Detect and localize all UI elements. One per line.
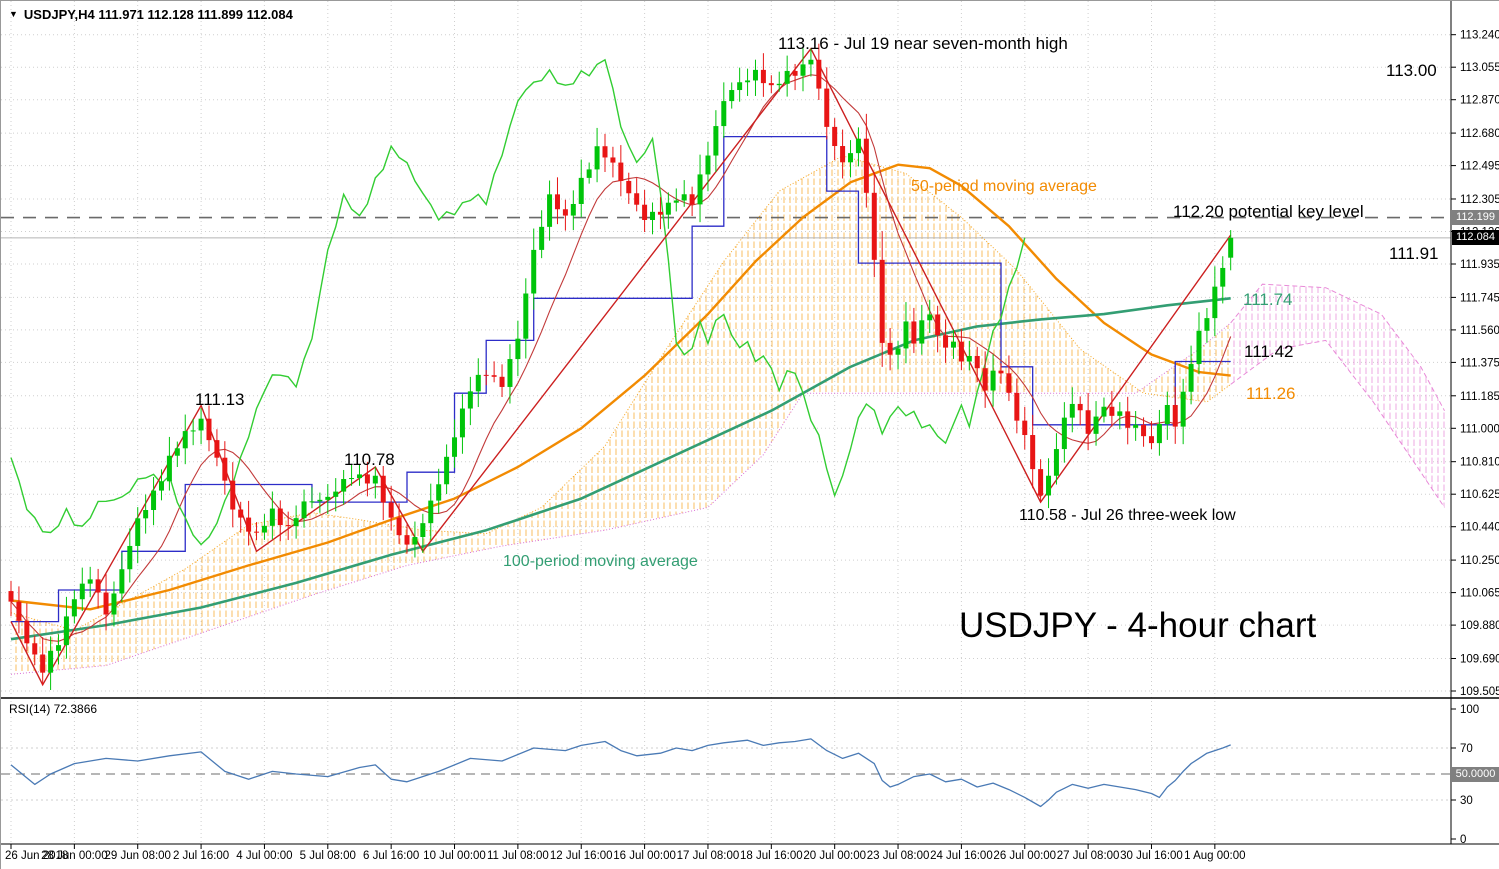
time-tick-label: 23 Jul 08:00 [867, 850, 930, 862]
time-tick-label: 16 Jul 00:00 [613, 850, 676, 862]
time-tick-label: 6 Jul 16:00 [363, 850, 419, 862]
price-tick-label: 112.680 [1460, 128, 1499, 140]
annotation-level-111-91: 111.91 [1389, 244, 1439, 263]
price-tick-label: 111.000 [1460, 423, 1499, 435]
annotation-ma50: 50-period moving average [911, 178, 1097, 195]
price-tick-label: 112.305 [1460, 194, 1499, 206]
annotation-ma50-value: 111.26 [1246, 384, 1296, 403]
rsi-indicator-label: RSI(14) 72.3866 [9, 702, 98, 716]
time-tick-label: 5 Jul 08:00 [300, 850, 356, 862]
annotation-level-111-42: 111.42 [1244, 342, 1294, 361]
candles [8, 43, 1234, 690]
time-tick-label: 26 Jun 2018 [5, 850, 68, 862]
annotation-three-week-low: 110.58 - Jul 26 three-week low [1019, 507, 1236, 524]
time-tick-label: 2 Jul 16:00 [173, 850, 229, 862]
rsi-tick-label: 0 [1460, 834, 1466, 846]
time-tick-label: 17 Jul 08:00 [677, 850, 740, 862]
time-tick-label: 29 Jun 08:00 [104, 850, 171, 862]
annotation-ma100-value: 111.74 [1243, 290, 1293, 309]
annotation-swing-111-13: 111.13 [195, 390, 245, 409]
price-tick-label: 113.055 [1460, 62, 1499, 74]
annotation-swing-110-78: 110.78 [344, 450, 395, 469]
price-tick-label: 110.065 [1460, 588, 1499, 600]
price-tick-label: 112.495 [1460, 161, 1499, 173]
time-tick-label: 4 Jul 00:00 [236, 850, 292, 862]
rsi-badge-mid: 50.0000 [1452, 766, 1499, 782]
price-tick-label: 111.935 [1460, 259, 1499, 271]
price-tick-label: 110.810 [1460, 457, 1499, 469]
chart-title: USDJPY - 4-hour chart [959, 606, 1317, 645]
annotation-level-113: 113.00 [1386, 61, 1437, 80]
rsi-tick-label: 100 [1460, 704, 1479, 716]
time-tick-label: 27 Jul 08:00 [1057, 850, 1120, 862]
rsi-tick-label: 70 [1460, 743, 1473, 755]
price-tick-label: 113.240 [1460, 30, 1499, 42]
symbol-ohlc-text: USDJPY,H4 111.971 112.128 111.899 112.08… [23, 7, 293, 22]
price-tick-label: 110.440 [1460, 522, 1499, 534]
down-arrow-icon: ⇩ [1034, 484, 1047, 501]
time-tick-label: 20 Jul 00:00 [803, 850, 866, 862]
time-tick-label: 12 Jul 16:00 [550, 850, 613, 862]
symbol-header[interactable]: ▼ USDJPY,H4 111.971 112.128 111.899 112.0… [9, 7, 293, 22]
time-tick-label: 26 Jul 00:00 [993, 850, 1056, 862]
time-tick-label: 18 Jul 16:00 [740, 850, 803, 862]
price-tick-label: 109.505 [1460, 686, 1499, 698]
time-tick-label: 11 Jul 08:00 [487, 850, 549, 862]
annotation-ma100: 100-period moving average [503, 553, 698, 570]
chevron-down-icon[interactable]: ▼ [9, 9, 18, 19]
price-tick-label: 110.250 [1460, 555, 1499, 567]
price-tick-label: 111.560 [1460, 325, 1499, 337]
price-tick-label: 111.375 [1460, 357, 1499, 369]
price-tick-label: 111.185 [1460, 391, 1499, 403]
time-tick-label: 28 Jun 00:00 [41, 850, 108, 862]
price-badge-current: 112.084 [1452, 230, 1499, 246]
annotation-seven-month-high: 113.16 - Jul 19 near seven-month high [778, 34, 1068, 53]
annotation-key-level: 112.20 potential key level [1173, 202, 1364, 221]
time-tick-label: 10 Jul 00:00 [423, 850, 486, 862]
time-tick-label: 24 Jul 16:00 [930, 850, 993, 862]
price-tick-label: 111.745 [1460, 292, 1499, 304]
price-tick-label: 109.880 [1460, 620, 1499, 632]
rsi-tick-label: 30 [1460, 795, 1473, 807]
time-tick-label: 1 Aug 00:00 [1184, 850, 1245, 862]
price-tick-label: 112.870 [1460, 95, 1499, 107]
time-tick-label: 30 Jul 16:00 [1120, 850, 1183, 862]
price-badge-key-level: 112.199 [1452, 210, 1499, 226]
price-tick-label: 109.690 [1460, 653, 1499, 665]
price-tick-label: 110.625 [1460, 489, 1499, 501]
